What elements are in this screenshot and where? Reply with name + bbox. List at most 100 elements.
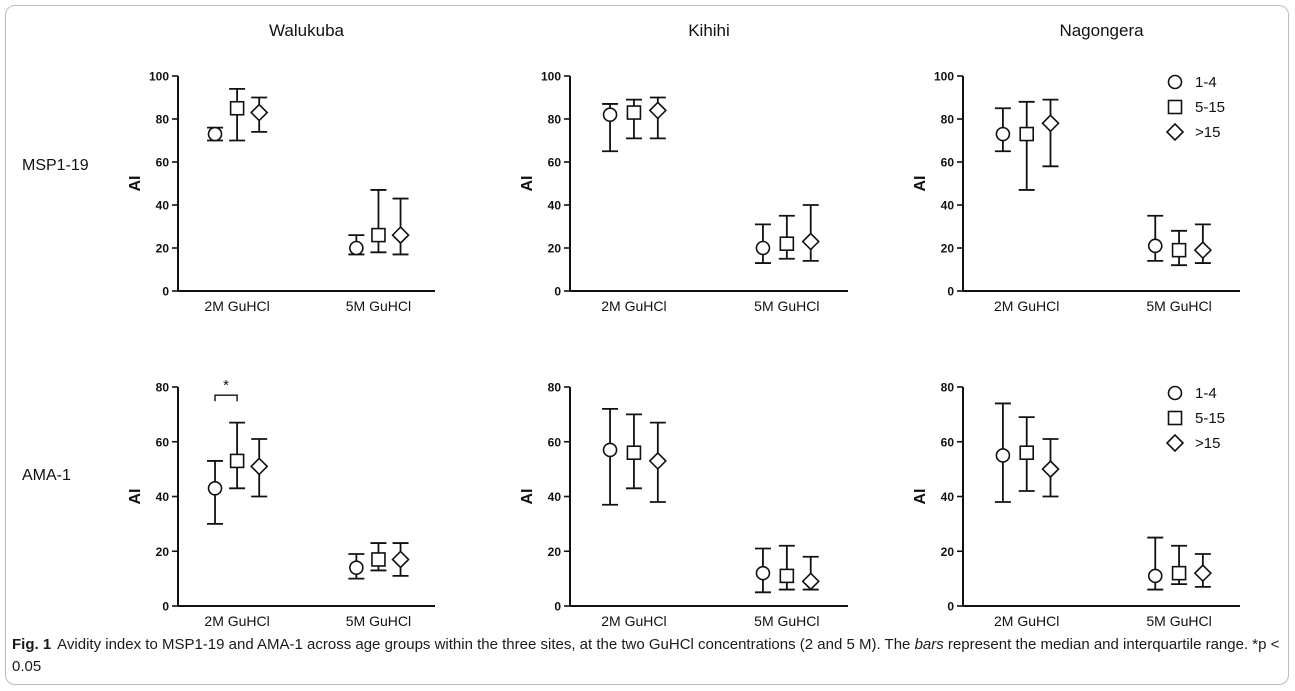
y-tick-label: 80 bbox=[548, 381, 562, 395]
median-point bbox=[349, 560, 364, 575]
panel-kihihi-ama-1: 0 20 40 60 80 AI 2M GuHCl 5M GuHCl bbox=[519, 381, 848, 629]
y-tick-label: 100 bbox=[149, 70, 169, 84]
median-point bbox=[626, 105, 642, 120]
panel-kihihi-msp1-19: 0 20 40 60 80 100 AI 2M GuHCl 5M GuHCl bbox=[519, 70, 848, 314]
median-point bbox=[1019, 445, 1035, 461]
y-axis-label: AI bbox=[127, 176, 144, 192]
median-point bbox=[1041, 459, 1060, 479]
y-tick-label: 0 bbox=[162, 285, 169, 299]
median-point bbox=[371, 552, 386, 567]
square-marker-icon bbox=[1167, 99, 1183, 115]
median-point bbox=[229, 453, 245, 469]
median-point bbox=[1171, 565, 1187, 581]
y-axis-label: AI bbox=[519, 489, 536, 505]
y-axis-label: AI bbox=[519, 176, 536, 192]
median-point bbox=[207, 480, 223, 496]
y-axis-label: AI bbox=[127, 489, 144, 505]
y-tick-label: 20 bbox=[156, 242, 170, 256]
legend-label: 1-4 bbox=[1195, 74, 1217, 91]
y-tick-label: 40 bbox=[941, 490, 955, 504]
panel-walukuba-msp1-19: 0 20 40 60 80 100 AI 2M GuHCl 5M GuHCl bbox=[127, 70, 435, 314]
legend-label: >15 bbox=[1195, 435, 1220, 452]
figure-frame bbox=[5, 5, 1289, 685]
median-point bbox=[371, 227, 386, 243]
y-tick-label: 60 bbox=[156, 156, 170, 170]
median-point bbox=[801, 232, 820, 251]
median-point bbox=[801, 572, 820, 591]
x-category-label: 2M GuHCl bbox=[601, 613, 666, 629]
caption-emphasis: bars bbox=[914, 636, 944, 653]
median-point bbox=[391, 225, 410, 245]
median-point bbox=[1193, 564, 1212, 583]
median-point bbox=[1147, 238, 1163, 254]
median-point bbox=[250, 457, 269, 476]
y-tick-label: 20 bbox=[156, 545, 170, 559]
median-point bbox=[779, 568, 795, 584]
figure-caption: Fig. 1 Avidity index to MSP1-19 and AMA-1… bbox=[12, 634, 1282, 678]
median-point bbox=[779, 236, 795, 251]
y-tick-label: 80 bbox=[156, 113, 170, 127]
circle-marker-icon bbox=[1167, 74, 1183, 90]
diamond-marker-icon bbox=[1165, 122, 1185, 142]
median-point bbox=[648, 451, 667, 471]
median-point bbox=[1019, 126, 1035, 142]
x-category-label: 5M GuHCl bbox=[1146, 298, 1211, 314]
site-title-kihihi: Kihihi bbox=[688, 21, 730, 40]
y-tick-label: 60 bbox=[156, 435, 170, 449]
x-category-label: 5M GuHCl bbox=[754, 613, 819, 629]
x-category-label: 2M GuHCl bbox=[994, 613, 1059, 629]
y-tick-label: 20 bbox=[548, 242, 562, 256]
figure-chart: Walukuba Kihihi Nagongera MSP1-19 AMA-1 0 20 40… bbox=[22, 21, 1240, 629]
median-point bbox=[995, 448, 1011, 463]
caption-text-1: Avidity index to MSP1-19 and AMA-1 acros… bbox=[57, 636, 915, 653]
legend: 1-4 5-15 >15 bbox=[1165, 385, 1225, 453]
median-point bbox=[755, 240, 771, 256]
panel-nagongera-msp1-19: 0 20 40 60 80 100 AI 2M GuHCl 5M GuHCl 1-4 5-15 >15 bbox=[912, 70, 1240, 314]
y-tick-label: 40 bbox=[548, 199, 562, 213]
legend: 1-4 5-15 >15 bbox=[1165, 74, 1225, 142]
y-tick-label: 40 bbox=[156, 490, 170, 504]
x-category-label: 5M GuHCl bbox=[346, 298, 411, 314]
y-tick-label: 80 bbox=[156, 381, 170, 395]
y-tick-label: 20 bbox=[548, 545, 562, 559]
legend-label: >15 bbox=[1195, 124, 1220, 141]
site-title-walukuba: Walukuba bbox=[269, 21, 345, 40]
median-point bbox=[349, 240, 364, 256]
y-tick-label: 80 bbox=[941, 113, 955, 127]
site-title-nagongera: Nagongera bbox=[1059, 21, 1144, 40]
x-category-label: 5M GuHCl bbox=[754, 298, 819, 314]
row-label-ama-1: AMA-1 bbox=[22, 467, 71, 484]
legend-label: 5-15 bbox=[1195, 410, 1225, 427]
median-point bbox=[602, 442, 618, 458]
y-tick-label: 0 bbox=[162, 600, 169, 614]
y-tick-label: 80 bbox=[548, 113, 562, 127]
y-tick-label: 60 bbox=[548, 435, 562, 449]
y-tick-label: 40 bbox=[548, 490, 562, 504]
y-tick-label: 20 bbox=[941, 242, 955, 256]
y-tick-label: 60 bbox=[941, 156, 955, 170]
median-point bbox=[755, 565, 771, 581]
median-point bbox=[1147, 568, 1163, 584]
y-tick-label: 80 bbox=[941, 381, 955, 395]
x-category-label: 5M GuHCl bbox=[346, 613, 411, 629]
y-tick-label: 100 bbox=[934, 70, 954, 84]
panel-walukuba-ama-1: 0 20 40 60 80 AI 2M GuHCl 5M GuHCl * bbox=[127, 377, 435, 629]
median-point bbox=[648, 101, 667, 120]
y-axis-label: AI bbox=[912, 489, 929, 505]
square-marker-icon bbox=[1167, 410, 1183, 426]
legend-label: 5-15 bbox=[1195, 99, 1225, 116]
median-point bbox=[602, 107, 618, 122]
x-category-label: 2M GuHCl bbox=[204, 613, 269, 629]
significance-label: * bbox=[223, 377, 229, 394]
median-point bbox=[1171, 242, 1187, 258]
median-point bbox=[1041, 114, 1060, 133]
y-tick-label: 60 bbox=[941, 435, 955, 449]
panel-nagongera-ama-1: 0 20 40 60 80 AI 2M GuHCl 5M GuHCl 1-4 5-15 >15 bbox=[912, 381, 1240, 629]
diamond-marker-icon bbox=[1165, 433, 1185, 453]
x-category-label: 5M GuHCl bbox=[1146, 613, 1211, 629]
y-tick-label: 0 bbox=[947, 600, 954, 614]
significance-bracket bbox=[214, 394, 238, 402]
median-point bbox=[391, 550, 410, 569]
circle-marker-icon bbox=[1167, 385, 1183, 401]
x-category-label: 2M GuHCl bbox=[601, 298, 666, 314]
